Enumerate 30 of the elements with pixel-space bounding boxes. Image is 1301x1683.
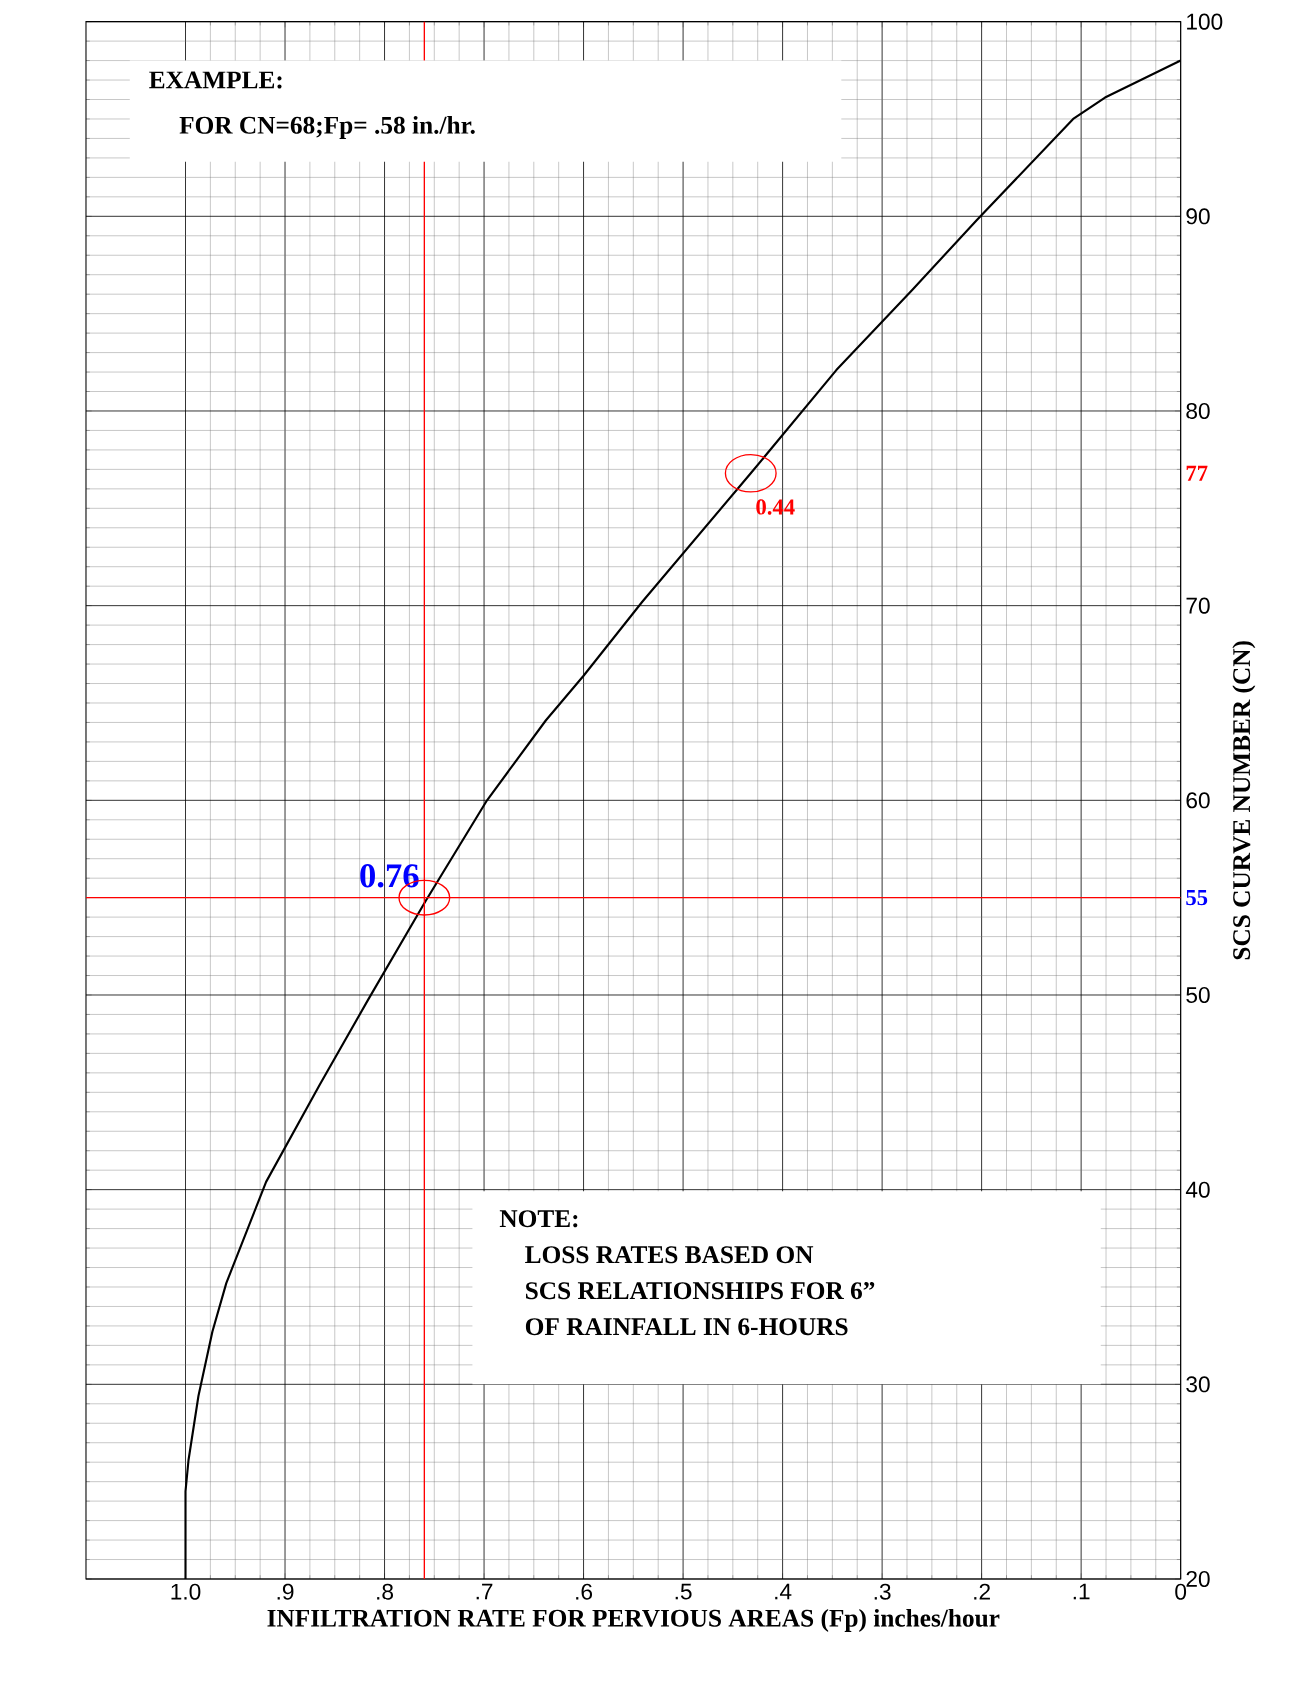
y-tick-label: 90: [1186, 208, 1210, 225]
ref-line-label: 55: [1186, 890, 1208, 906]
annotation: FOR CN=68;Fp= .58 in./hr.: [179, 115, 475, 139]
x-tick-label: .1: [1073, 1583, 1090, 1600]
annotation: EXAMPLE:: [149, 71, 282, 89]
x-tick-label: .4: [775, 1583, 792, 1600]
y-tick-label: 50: [1186, 986, 1210, 1004]
y-tick-label: 80: [1186, 402, 1210, 420]
y-axis-title: SCS CURVE NUMBER (CN): [1232, 641, 1256, 960]
annotation: LOSS RATES BASED ON: [525, 1246, 814, 1264]
annotation: NOTE:: [499, 1210, 578, 1228]
annotation: OF RAINFALL IN 6-HOURS: [525, 1318, 848, 1336]
x-tick-label: .5: [675, 1583, 692, 1600]
x-tick-label: 0: [1175, 1583, 1187, 1600]
y-tick-label: 100: [1187, 13, 1223, 30]
x-tick-label: 1.0: [171, 1583, 201, 1600]
x-tick-label: .3: [874, 1583, 891, 1600]
x-tick-label: .2: [974, 1583, 990, 1600]
annotation: SCS RELATIONSHIPS FOR 6”: [526, 1282, 875, 1300]
x-tick-label: .7: [476, 1583, 493, 1600]
text: 77: [1186, 465, 1208, 481]
y-tick-label: 40: [1185, 1181, 1210, 1198]
x-tick-label: .8: [377, 1583, 394, 1600]
y-tick-label: 70: [1186, 597, 1210, 614]
x-tick-label: .9: [277, 1583, 294, 1600]
x-axis-title: INFILTRATION RATE FOR PERVIOUS AREAS (Fp) inches/hour: [267, 1608, 1000, 1632]
y-tick-label: 60: [1186, 792, 1210, 809]
y-tick-label: 30: [1186, 1376, 1210, 1393]
x-tick-label: .6: [576, 1583, 593, 1600]
y-tick-label: 20: [1186, 1570, 1210, 1588]
